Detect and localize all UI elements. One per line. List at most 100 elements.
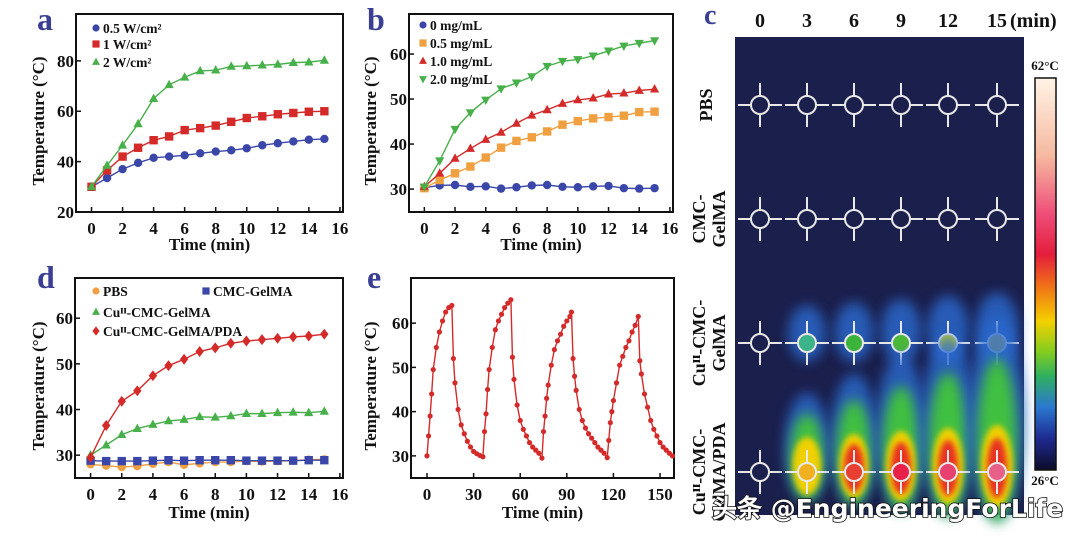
x-tick-label: 8 (543, 219, 552, 238)
data-point (449, 302, 455, 309)
sample-spot (738, 450, 782, 494)
data-point (257, 334, 267, 346)
sample-spot (969, 316, 1025, 523)
data-point (102, 166, 112, 175)
data-point (133, 158, 143, 168)
data-point (211, 455, 220, 465)
data-point (132, 423, 142, 433)
data-point (450, 125, 460, 135)
data-point (592, 440, 598, 446)
data-point (227, 146, 236, 155)
data-point (258, 112, 267, 121)
data-point (466, 182, 475, 191)
row-label-line: GelMA (709, 315, 729, 372)
data-point (288, 331, 298, 343)
data-point (180, 151, 189, 160)
y-tick-label: 50 (390, 90, 407, 109)
x-tick-label: 12 (269, 219, 286, 238)
heat-spot (799, 464, 815, 480)
data-point (617, 362, 623, 368)
data-point (588, 114, 598, 123)
data-point (164, 132, 174, 141)
data-point (495, 318, 502, 324)
legend-marker (92, 326, 100, 336)
data-point (102, 160, 112, 169)
x-axis-title: Time (min) (168, 503, 249, 522)
data-point (589, 435, 595, 441)
series-cu-cmc-gelma (85, 406, 329, 459)
data-point (542, 62, 552, 72)
data-point (601, 450, 607, 456)
data-point (634, 85, 644, 94)
legend-marker (92, 307, 100, 315)
data-point (545, 382, 551, 388)
data-point (585, 431, 592, 437)
data-point (180, 72, 190, 81)
data-point (508, 297, 514, 303)
data-point (289, 137, 298, 146)
data-point (588, 52, 598, 61)
data-point (226, 455, 236, 465)
x-tick-label: 14 (300, 219, 318, 238)
x-axis-title: Time (min) (502, 503, 583, 522)
data-point (450, 153, 460, 162)
chart-panel-b: b 0 2 4 6 8 10 12 14 16 30 40 50 60 Time (min) Temperat… (361, 1, 678, 254)
series-line (91, 110, 325, 188)
series-0-5-w-cm- (87, 134, 329, 192)
data-point (520, 426, 526, 432)
data-point (604, 455, 610, 461)
data-point (564, 318, 570, 324)
data-point (257, 408, 267, 417)
data-point (148, 370, 158, 382)
y-tick-label: 50 (56, 355, 73, 374)
data-point (148, 419, 158, 428)
data-point (163, 415, 174, 425)
data-point (527, 73, 537, 82)
data-point (496, 143, 506, 152)
data-point (573, 56, 583, 65)
sample-spot (830, 373, 878, 507)
legend-marker (92, 57, 100, 65)
data-point (258, 141, 267, 150)
legend-label: 1 W/cm² (103, 37, 151, 52)
y-tick-label: 80 (57, 52, 74, 71)
heat-spot (940, 464, 956, 480)
plot-frame (408, 13, 674, 213)
panel-letter: b (367, 1, 385, 37)
x-tick-label: 6 (512, 219, 521, 238)
data-point (425, 433, 432, 439)
row-label-line: CMC- (689, 195, 709, 244)
data-point (304, 57, 314, 66)
data-point (242, 456, 251, 465)
x-tick-label: 60 (512, 485, 529, 504)
heat-spot (989, 464, 1005, 480)
x-tick-label: 30 (465, 485, 482, 504)
x-tick-label: 10 (238, 485, 255, 504)
data-point (304, 407, 314, 417)
data-point (164, 360, 173, 372)
data-point (481, 96, 491, 105)
x-tick-label: 2 (118, 219, 127, 238)
chart-panel-d: d 0 2 4 6 8 10 12 14 16 30 40 50 60 Time (min) Temperat… (29, 259, 348, 522)
y-axis-title: Temperature (°C) (29, 321, 48, 450)
x-tick-label: 0 (423, 485, 432, 504)
data-point (568, 309, 575, 315)
data-point (118, 152, 127, 161)
x-tick-label: 8 (211, 219, 220, 238)
data-point (481, 182, 490, 191)
data-point (319, 406, 329, 415)
data-point (226, 61, 236, 70)
data-point (273, 332, 282, 344)
data-point (481, 428, 488, 435)
x-tick-label: 0 (86, 485, 95, 504)
x-axis-title: Time (min) (169, 235, 250, 254)
data-point (466, 162, 475, 171)
sample-spot (875, 354, 927, 512)
data-point (435, 157, 445, 166)
data-point (527, 110, 537, 119)
data-point (489, 344, 495, 351)
data-point (439, 318, 446, 324)
data-point (606, 437, 612, 443)
data-point (164, 455, 173, 465)
x-tick-label: 4 (149, 485, 158, 504)
